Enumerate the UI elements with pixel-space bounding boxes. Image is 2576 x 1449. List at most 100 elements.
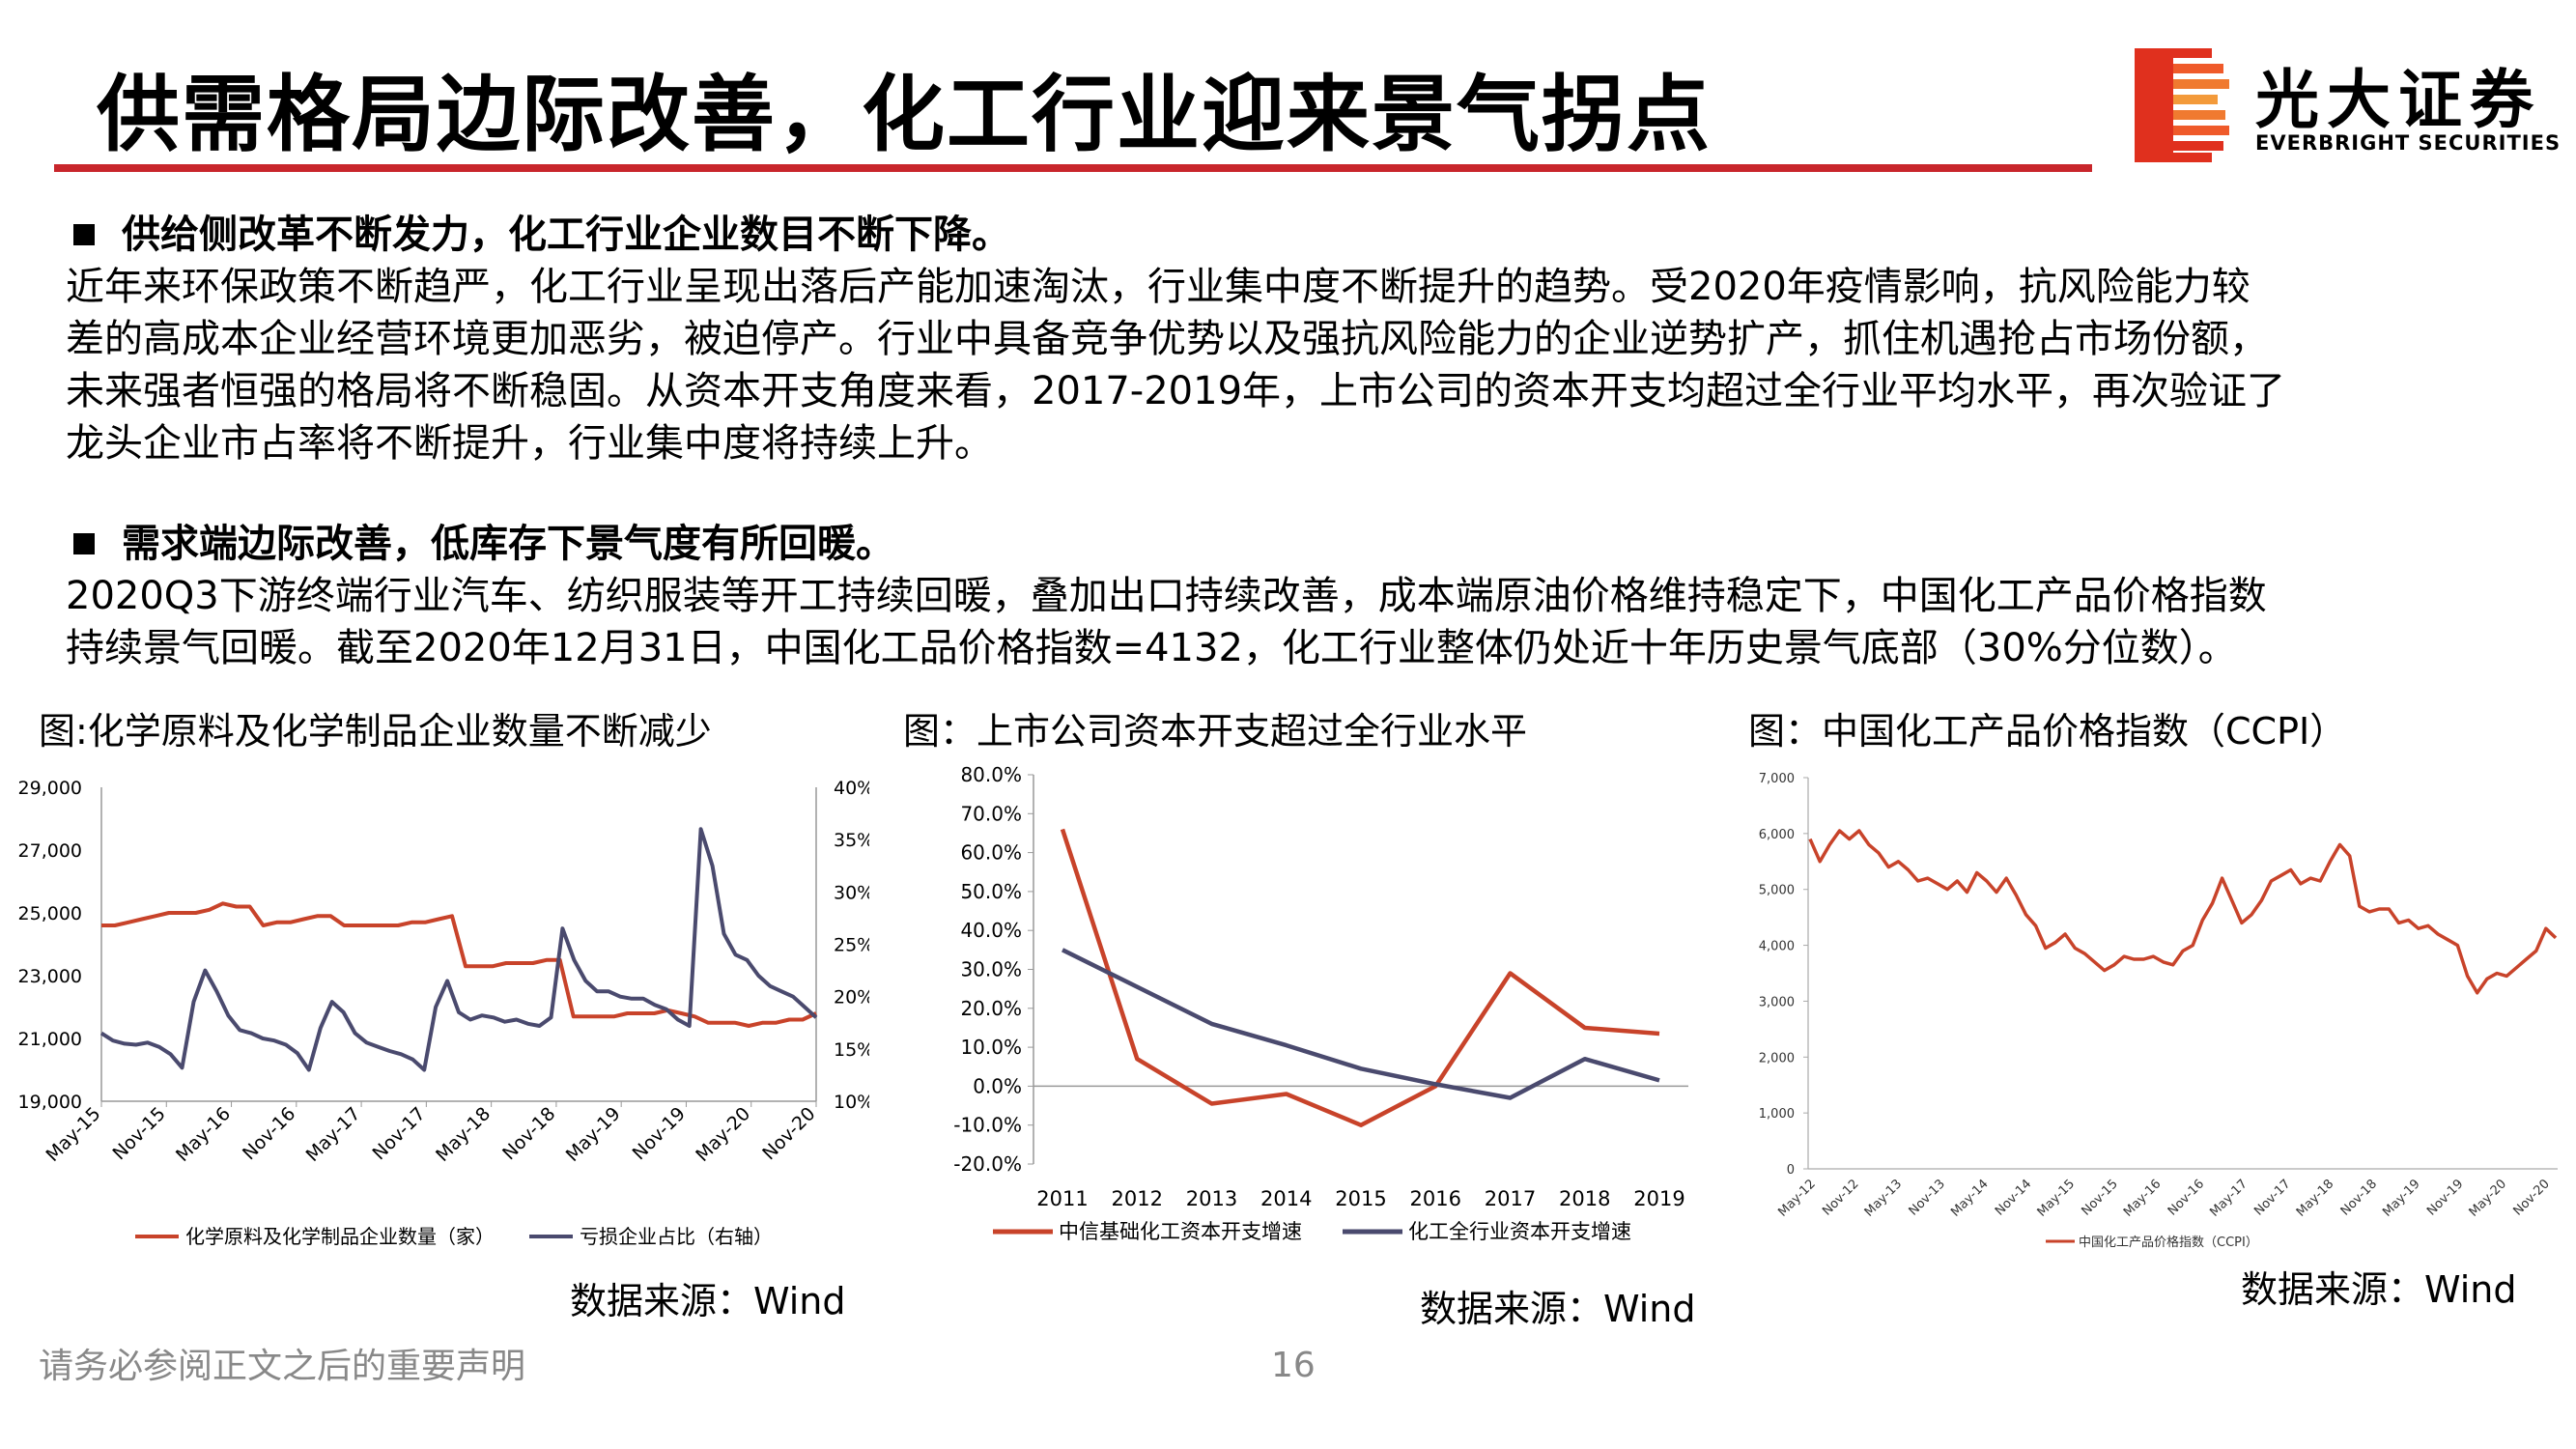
x-tick-label: 2018 (1559, 1187, 1610, 1210)
x-tick-label: 2019 (1633, 1187, 1684, 1210)
series-line (1062, 948, 1660, 1100)
y-tick-label: 70.0% (960, 802, 1022, 825)
x-tick-label: Nov-20 (758, 1103, 819, 1164)
page-title: 供需格局边际改善，化工行业迎来景气拐点 (97, 67, 1712, 163)
x-tick-label: May-14 (1948, 1177, 1991, 1219)
y-tick-label: 21,000 (18, 1029, 82, 1050)
x-tick-label: Nov-18 (498, 1103, 559, 1164)
x-tick-label: May-19 (2380, 1177, 2422, 1219)
y-tick-label: 4,000 (1759, 940, 1795, 954)
x-tick-label: May-17 (302, 1103, 365, 1166)
page-number: 16 (1271, 1346, 1316, 1385)
logo-chinese-name: 光大证券 (2255, 63, 2541, 137)
y-tick-label: 6,000 (1759, 828, 1795, 842)
disclaimer-footer: 请务必参阅正文之后的重要声明 (39, 1347, 526, 1386)
paragraph-line: 近年来环保政策不断趋严，化工行业呈现出落后产能加速淘汰，行业集中度不断提升的趋势… (66, 265, 2250, 309)
y2-tick-label: 15% (834, 1039, 869, 1061)
paragraph-line: 未来强者恒强的格局将不断稳固。从资本开支角度来看，2017-2019年，上市公司… (66, 369, 2286, 413)
title-divider (54, 164, 2092, 172)
x-tick-label: 2012 (1112, 1187, 1163, 1210)
y-tick-label: 60.0% (960, 841, 1022, 865)
series-line (1808, 829, 2558, 995)
x-tick-label: Nov-20 (2511, 1177, 2553, 1218)
y-tick-label: 10.0% (960, 1036, 1022, 1059)
x-tick-label: May-17 (2207, 1177, 2250, 1219)
x-tick-label: May-15 (2035, 1177, 2078, 1219)
x-tick-label: Nov-15 (2079, 1177, 2120, 1218)
figure-caption-3: 图：中国化工产品价格指数（CCPI） (1748, 710, 2347, 753)
paragraph-line: 2020Q3下游终端行业汽车、纺织服装等开工持续回暖，叠加出口持续改善，成本端原… (66, 574, 2267, 618)
x-tick-label: Nov-18 (2338, 1177, 2380, 1218)
y-tick-label: 23,000 (18, 966, 82, 987)
y-tick-label: 0 (1787, 1163, 1795, 1178)
x-tick-label: Nov-19 (2424, 1177, 2466, 1218)
x-tick-label: May-20 (692, 1103, 754, 1166)
figure-source-3: 数据来源：Wind (2241, 1268, 2517, 1311)
y-tick-label: 40.0% (960, 919, 1022, 942)
y2-tick-label: 25% (834, 935, 869, 956)
y-tick-label: 25,000 (18, 903, 82, 924)
section-supply: 供给侧改革不断发力，化工行业企业数目不断下降。 近年来环保政策不断趋严，化工行业… (66, 209, 2538, 469)
x-tick-label: Nov-16 (2166, 1177, 2207, 1218)
x-tick-label: Nov-16 (239, 1103, 299, 1164)
y2-tick-label: 35% (834, 830, 869, 851)
paragraph-line: 持续景气回暖。截至2020年12月31日，中国化工品价格指数=4132，化工行业… (66, 626, 2237, 670)
y-tick-label: 50.0% (960, 880, 1022, 903)
y-tick-label: 20.0% (960, 997, 1022, 1020)
x-tick-label: May-18 (2294, 1177, 2336, 1219)
y-tick-label: 3,000 (1759, 995, 1795, 1009)
x-tick-label: 2017 (1485, 1187, 1536, 1210)
logo-english-name: EVERBRIGHT SECURITIES (2255, 131, 2562, 155)
y-tick-label: 30.0% (960, 958, 1022, 981)
everbright-logo-mark-icon (2135, 48, 2229, 162)
bullet-square-icon (73, 533, 95, 554)
x-tick-label: Nov-12 (1820, 1177, 1861, 1218)
x-tick-label: 2013 (1186, 1187, 1237, 1210)
figure-caption-2: 图：上市公司资本开支超过全行业水平 (903, 710, 1528, 753)
x-tick-label: May-12 (1775, 1177, 1818, 1219)
legend-label: 化学原料及化学制品企业数量（家） (185, 1225, 495, 1248)
y2-tick-label: 40% (834, 778, 869, 799)
y-tick-label: 29,000 (18, 778, 82, 799)
x-tick-label: Nov-17 (369, 1103, 430, 1164)
x-tick-label: Nov-13 (1907, 1177, 1948, 1218)
company-logo: 光大证券 EVERBRIGHT SECURITIES (2135, 48, 2560, 164)
x-tick-label: Nov-15 (108, 1103, 169, 1164)
figure-source-2: 数据来源：Wind (1420, 1288, 1696, 1330)
y-tick-label: -10.0% (953, 1114, 1022, 1137)
y-tick-label: 2,000 (1759, 1051, 1795, 1065)
y-tick-label: 27,000 (18, 840, 82, 862)
legend-label: 化工全行业资本开支增速 (1408, 1220, 1631, 1243)
chart-capex-growth: -20.0% -10.0% 0.0% 10.0% 20.0% 30.0% 40.0% 50.0… (953, 763, 1688, 1243)
y2-tick-label: 10% (834, 1092, 869, 1113)
y-tick-label: -20.0% (953, 1152, 1022, 1176)
y-tick-label: 5,000 (1759, 884, 1795, 898)
section-heading: 供给侧改革不断发力，化工行业企业数目不断下降。 (122, 213, 1010, 257)
chart-enterprise-count: 19,000 21,000 23,000 25,000 27,000 29,000 10% 1… (18, 778, 869, 1248)
y-tick-label: 1,000 (1759, 1107, 1795, 1122)
chart-ccpi: 0 1,000 2,000 3,000 4,000 5,000 6,000 7,000 May-… (1759, 772, 2558, 1250)
figure-source-1: 数据来源：Wind (570, 1280, 846, 1322)
section-demand: 需求端边际改善，低库存下景气度有所回暖。 2020Q3下游终端行业汽车、纺织服装… (66, 518, 2538, 674)
y-tick-label: 19,000 (18, 1092, 82, 1113)
x-tick-label: Nov-19 (629, 1103, 690, 1164)
series-line (101, 901, 817, 1028)
y-tick-label: 0.0% (973, 1074, 1022, 1097)
x-tick-label: May-13 (1862, 1177, 1905, 1219)
figure-caption-1: 图:化学原料及化学制品企业数量不断减少 (39, 710, 712, 753)
x-tick-label: Nov-17 (2251, 1177, 2293, 1218)
x-tick-label: 2016 (1410, 1187, 1461, 1210)
legend-label: 中信基础化工资本开支增速 (1059, 1220, 1302, 1243)
legend-label: 中国化工产品价格指数（CCPI） (2079, 1235, 2258, 1250)
paragraph-line: 差的高成本企业经营环境更加恶劣，被迫停产。行业中具备竞争优势以及强抗风险能力的企… (66, 317, 2268, 361)
x-tick-label: May-16 (172, 1103, 235, 1166)
y2-tick-label: 20% (834, 987, 869, 1009)
section-heading: 需求端边际改善，低库存下景气度有所回暖。 (122, 522, 894, 566)
legend-label: 亏损企业占比（右轴） (580, 1225, 773, 1248)
x-tick-label: 2014 (1260, 1187, 1312, 1210)
x-tick-label: 2015 (1335, 1187, 1386, 1210)
series-line (1060, 828, 1660, 1127)
series-line (99, 827, 818, 1072)
x-tick-label: May-20 (2467, 1177, 2509, 1219)
y-tick-label: 80.0% (960, 763, 1022, 786)
